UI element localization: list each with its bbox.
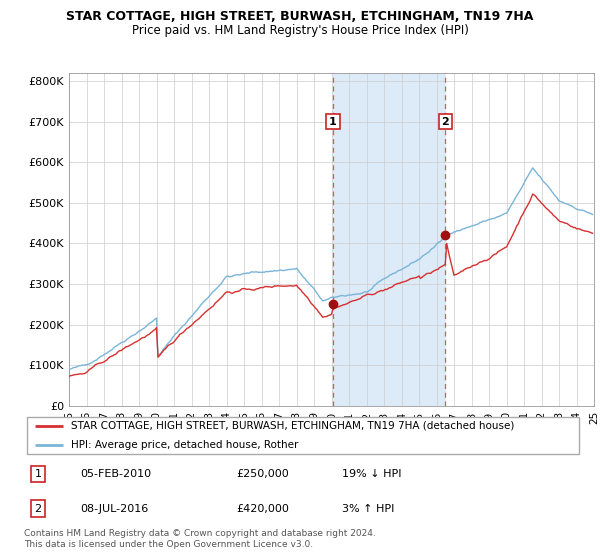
Text: STAR COTTAGE, HIGH STREET, BURWASH, ETCHINGHAM, TN19 7HA: STAR COTTAGE, HIGH STREET, BURWASH, ETCH… <box>67 10 533 22</box>
FancyBboxPatch shape <box>27 417 579 454</box>
Bar <box>333 73 445 406</box>
Text: Contains HM Land Registry data © Crown copyright and database right 2024.
This d: Contains HM Land Registry data © Crown c… <box>24 529 376 549</box>
Text: STAR COTTAGE, HIGH STREET, BURWASH, ETCHINGHAM, TN19 7HA (detached house): STAR COTTAGE, HIGH STREET, BURWASH, ETCH… <box>71 421 515 431</box>
Text: 19% ↓ HPI: 19% ↓ HPI <box>342 469 401 479</box>
Text: £420,000: £420,000 <box>236 504 289 514</box>
Text: £250,000: £250,000 <box>236 469 289 479</box>
Text: 2: 2 <box>442 116 449 127</box>
Text: 3% ↑ HPI: 3% ↑ HPI <box>342 504 394 514</box>
Text: 08-JUL-2016: 08-JUL-2016 <box>80 504 148 514</box>
Text: 05-FEB-2010: 05-FEB-2010 <box>80 469 151 479</box>
Text: 1: 1 <box>34 469 41 479</box>
Text: HPI: Average price, detached house, Rother: HPI: Average price, detached house, Roth… <box>71 440 299 450</box>
Text: 1: 1 <box>329 116 337 127</box>
Text: 2: 2 <box>34 504 41 514</box>
Text: Price paid vs. HM Land Registry's House Price Index (HPI): Price paid vs. HM Land Registry's House … <box>131 24 469 37</box>
